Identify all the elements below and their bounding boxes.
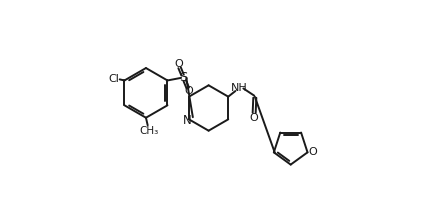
Text: NH: NH (231, 83, 247, 93)
Text: O: O (308, 147, 317, 157)
Text: CH₃: CH₃ (139, 126, 158, 136)
Text: O: O (175, 59, 183, 70)
Text: S: S (179, 71, 188, 84)
Text: N: N (183, 114, 192, 127)
Text: Cl: Cl (108, 74, 119, 84)
Text: O: O (250, 113, 258, 123)
Text: O: O (184, 86, 193, 96)
